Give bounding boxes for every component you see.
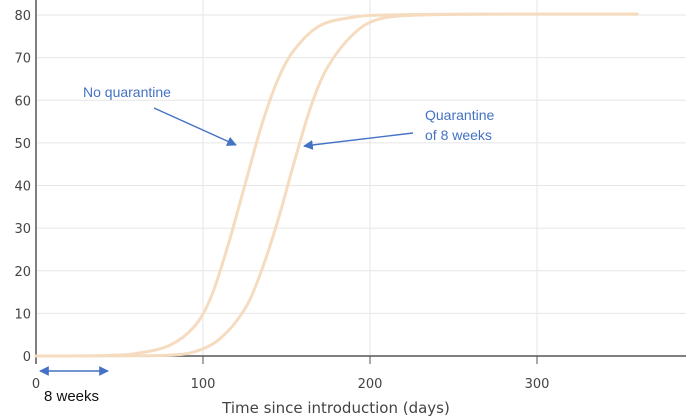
annotation-quarantine-line2: of 8 weeks [425, 127, 492, 143]
y-tick-label: 80 [14, 9, 31, 24]
x-tick-label: 0 [32, 377, 40, 392]
annotation-8-weeks: 8 weeks [44, 388, 99, 405]
x-axis-title: Time since introduction (days) [221, 399, 450, 417]
y-tick-label: 40 [14, 180, 31, 195]
y-tick-label: 20 [14, 265, 31, 280]
y-tick-label: 50 [14, 137, 31, 152]
y-tick-label: 10 [14, 307, 31, 322]
x-tick-label: 300 [525, 377, 550, 392]
grid [36, 0, 686, 357]
x-tick-label: 100 [191, 377, 216, 392]
annotation-no-quarantine: No quarantine [83, 84, 171, 100]
series-line-1 [34, 12, 639, 358]
x-tick-label: 200 [358, 377, 383, 392]
arrow-no-quarantine [153, 107, 237, 146]
y-tick-label: 70 [14, 52, 31, 67]
annotation-quarantine-line1: Quarantine [425, 107, 494, 123]
tick-labels: 0 10 20 30 40 50 60 70 80 0 100 200 300 [14, 9, 549, 392]
y-tick-label: 0 [23, 350, 31, 365]
axes [35, 0, 686, 364]
y-tick-label: 30 [14, 222, 31, 237]
arrow-quarantine [303, 132, 414, 150]
y-tick-label: 60 [14, 94, 31, 109]
series-line-2 [34, 12, 639, 358]
series-layer [34, 12, 639, 358]
